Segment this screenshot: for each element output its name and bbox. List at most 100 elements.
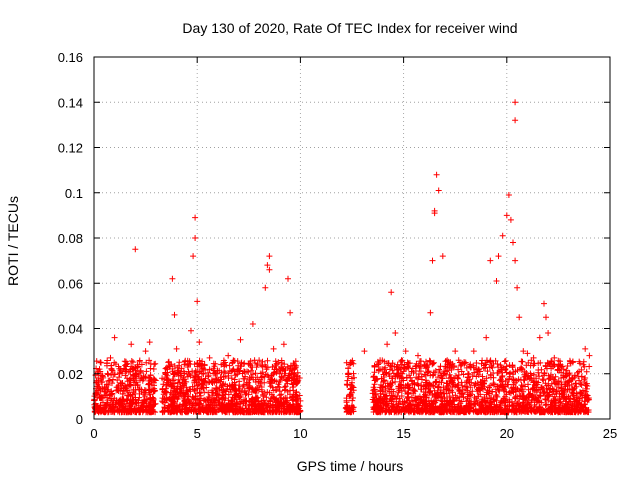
data-point xyxy=(493,278,500,284)
data-point xyxy=(280,341,287,348)
dense-point-band xyxy=(91,357,593,416)
data-point xyxy=(576,368,582,375)
data-point xyxy=(169,275,176,282)
data-point xyxy=(483,334,490,341)
data-point xyxy=(402,348,409,355)
data-point xyxy=(421,361,428,368)
data-point xyxy=(388,289,395,296)
data-point xyxy=(173,345,180,352)
data-point xyxy=(452,348,459,355)
data-point xyxy=(188,327,194,334)
y-tick-label: 0.06 xyxy=(58,276,83,291)
data-point xyxy=(150,379,157,386)
data-point xyxy=(429,257,436,264)
data-point xyxy=(276,370,283,377)
data-point xyxy=(392,330,399,336)
data-point xyxy=(117,366,124,373)
chart-title: Day 130 of 2020, Rate Of TEC Index for r… xyxy=(182,20,517,36)
data-point xyxy=(477,368,483,375)
data-point xyxy=(256,357,263,364)
data-point xyxy=(190,253,197,260)
data-point xyxy=(264,262,271,269)
data-point xyxy=(192,214,199,221)
data-point xyxy=(270,345,277,352)
data-point-cloud xyxy=(91,357,593,416)
data-point xyxy=(495,253,502,260)
data-point xyxy=(371,377,378,384)
data-point xyxy=(219,386,225,393)
data-point xyxy=(171,311,178,318)
data-point xyxy=(297,397,304,404)
y-tick-label: 0.02 xyxy=(58,367,83,382)
data-point xyxy=(543,314,549,321)
data-point xyxy=(293,388,300,395)
data-point xyxy=(111,334,118,341)
data-point xyxy=(132,246,139,253)
data-point xyxy=(541,300,547,307)
y-tick-label: 0.16 xyxy=(58,50,83,65)
data-point xyxy=(177,373,184,379)
y-tick-label: 0 xyxy=(76,412,83,427)
data-point xyxy=(289,366,296,373)
data-point xyxy=(146,339,153,346)
data-point xyxy=(551,354,558,361)
data-point xyxy=(520,348,527,355)
data-points xyxy=(93,99,593,404)
data-point xyxy=(212,375,219,382)
data-point xyxy=(487,257,494,264)
y-tick-label: 0.1 xyxy=(65,186,83,201)
data-point xyxy=(237,336,244,343)
data-point xyxy=(196,339,203,346)
data-point xyxy=(346,393,353,400)
data-point xyxy=(431,207,438,214)
y-axis-label: ROTI / TECUs xyxy=(5,196,21,286)
data-point xyxy=(569,359,576,366)
data-point xyxy=(107,354,114,361)
data-point xyxy=(557,361,564,368)
x-tick-label: 25 xyxy=(603,426,617,441)
data-point xyxy=(159,375,166,382)
data-point xyxy=(225,352,232,359)
data-point xyxy=(499,232,506,239)
data-point xyxy=(507,216,514,223)
data-point xyxy=(206,354,213,361)
data-point xyxy=(192,235,199,241)
data-point xyxy=(344,370,351,377)
data-point xyxy=(536,334,543,341)
data-point xyxy=(512,257,519,264)
x-axis-label: GPS time / hours xyxy=(297,458,404,474)
data-point xyxy=(138,388,145,395)
data-point xyxy=(377,366,384,373)
data-point xyxy=(586,352,593,359)
data-point xyxy=(266,266,273,273)
data-point xyxy=(505,192,512,198)
data-point xyxy=(183,388,190,395)
data-point xyxy=(101,388,108,395)
plot-frame xyxy=(93,56,611,420)
data-point xyxy=(427,309,434,316)
data-point xyxy=(361,348,368,355)
data-point xyxy=(97,368,104,375)
data-point xyxy=(262,284,269,291)
y-tick-label: 0.12 xyxy=(58,141,83,156)
data-point xyxy=(243,379,250,386)
data-point xyxy=(124,375,130,382)
data-point xyxy=(384,341,391,348)
data-point xyxy=(349,379,355,386)
data-point xyxy=(287,309,294,316)
data-point xyxy=(524,350,531,357)
data-point xyxy=(398,357,405,364)
x-tick-label: 15 xyxy=(396,426,410,441)
data-point xyxy=(113,384,120,391)
data-point xyxy=(433,171,440,178)
data-point xyxy=(439,253,446,260)
data-point xyxy=(200,382,207,389)
y-tick-label: 0.04 xyxy=(58,322,83,337)
data-point xyxy=(435,187,442,194)
data-point xyxy=(128,341,135,348)
data-point xyxy=(142,348,149,355)
data-point xyxy=(285,275,291,282)
y-tick-label: 0.14 xyxy=(58,95,83,110)
data-point xyxy=(415,352,421,359)
